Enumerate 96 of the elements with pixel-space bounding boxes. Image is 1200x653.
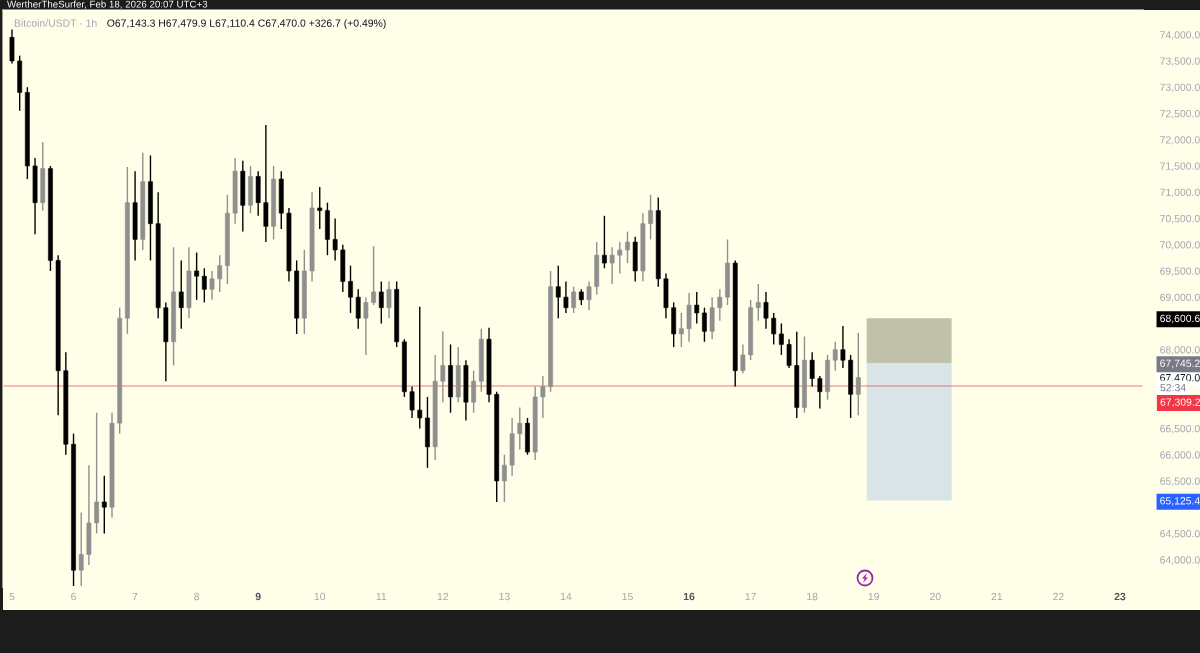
y-tick-label: 71,000.0 <box>1160 188 1200 198</box>
y-tick-label: 72,500.0 <box>1160 109 1200 119</box>
x-tick-label: 7 <box>132 592 138 601</box>
candlestick <box>332 217 338 262</box>
y-tick-label: 70,000.0 <box>1160 241 1200 250</box>
candlestick <box>409 385 415 419</box>
x-tick-label: 19 <box>868 592 880 601</box>
candlestick <box>702 306 707 343</box>
candlestick <box>540 375 546 419</box>
x-tick-label: 16 <box>683 592 695 601</box>
x-tick-label: 13 <box>499 592 510 601</box>
candlestick <box>94 411 100 535</box>
candlestick <box>355 288 361 330</box>
ref-line-label: 67,309.2 <box>1160 398 1200 408</box>
y-tick-label: 73,000.0 <box>1160 83 1200 93</box>
y-tick-label: 70,500.0 <box>1160 214 1200 224</box>
y-tick-label: 68,600.6 <box>1160 314 1200 324</box>
candlestick <box>555 264 561 319</box>
x-tick-label: 22 <box>1053 592 1064 601</box>
candlestick <box>586 280 592 312</box>
candlestick <box>517 406 523 451</box>
x-tick-label: 14 <box>560 592 572 601</box>
candlestick <box>786 338 792 369</box>
candlestick <box>440 330 446 403</box>
y-tick-label: 65,125.4 <box>1160 497 1200 506</box>
candlestick <box>378 280 384 325</box>
candlestick <box>317 186 323 230</box>
candlestick <box>855 332 861 417</box>
candlestick <box>386 280 392 319</box>
y-tick-label: 69,000.0 <box>1160 293 1200 303</box>
candlestick <box>609 246 615 285</box>
x-tick-label: 21 <box>991 592 1003 601</box>
candlestick <box>263 124 269 243</box>
candlestick <box>363 296 369 356</box>
candlestick <box>417 305 423 430</box>
candlestick <box>217 254 223 293</box>
candlestick <box>194 251 200 301</box>
candlestick <box>709 296 715 340</box>
candlestick <box>694 291 700 325</box>
x-tick-label: 20 <box>929 592 941 601</box>
candlestick <box>9 28 15 65</box>
y-tick-label: 66,500.0 <box>1160 424 1200 434</box>
x-tick-label: 11 <box>376 592 387 601</box>
y-tick-label: 64,000.0 <box>1160 556 1200 565</box>
y-tick-label: 67,470.0 <box>1160 374 1200 383</box>
x-tick-label: 8 <box>194 592 200 601</box>
text: Bitcoin/USDT · 1h <box>14 19 97 27</box>
candlestick <box>817 375 823 410</box>
candlestick <box>840 325 846 369</box>
x-tick-label: 17 <box>745 592 756 601</box>
candlestick <box>717 288 723 322</box>
candlestick <box>209 270 215 301</box>
candlestick <box>809 351 815 388</box>
y-tick-label: 74,000.0 <box>1160 31 1200 40</box>
y-tick-label: 69,500.0 <box>1160 267 1200 277</box>
y-tick-label: 68,000.0 <box>1160 346 1200 355</box>
candlestick <box>625 230 630 264</box>
x-tick-label: 12 <box>437 592 449 601</box>
candlestick <box>648 194 653 241</box>
x-tick-label: 10 <box>314 592 326 601</box>
x-tick-label: 23 <box>1114 592 1126 601</box>
y-tick-label: 67,745.2 <box>1160 359 1200 369</box>
candlestick <box>740 343 746 375</box>
candlestick <box>348 264 353 314</box>
candlestick <box>678 312 684 348</box>
candlestick <box>78 511 84 587</box>
y-tick-label: 65,500.0 <box>1160 477 1200 487</box>
y-tick-label: 72,000.0 <box>1160 136 1200 145</box>
text: O67,143.3 H67,479.9 L67,110.4 C67,470.0 +326.7 (+0.49%) <box>107 19 386 29</box>
x-tick-label: 6 <box>71 592 76 601</box>
candlestick <box>101 475 107 535</box>
y-tick-label: 64,500.0 <box>1160 529 1200 539</box>
candlestick <box>178 259 184 330</box>
candlestick <box>686 292 692 343</box>
candlestick <box>617 241 623 275</box>
text: WertherTheSurfer, Feb 18, 2026 20:07 UTC+3 <box>7 0 208 9</box>
candlestick <box>371 245 376 306</box>
candlestick <box>755 283 761 322</box>
text: 52:34 <box>1160 383 1186 392</box>
candlestick <box>778 322 784 356</box>
x-tick-label: 5 <box>9 592 15 601</box>
candlestick <box>201 267 207 304</box>
candlestick <box>571 285 577 314</box>
candlestick <box>763 291 769 330</box>
candlestick <box>563 280 569 314</box>
candlestick <box>602 215 607 270</box>
y-tick-label: 73,500.0 <box>1160 57 1200 67</box>
y-tick-label: 66,000.0 <box>1160 451 1200 460</box>
x-tick-label: 9 <box>255 592 261 601</box>
x-tick-label: 18 <box>807 592 818 601</box>
x-tick-label: 15 <box>622 592 633 601</box>
candlestick <box>832 341 838 372</box>
candlestick <box>471 369 477 414</box>
candlestick <box>502 453 507 503</box>
candlestick <box>771 312 777 346</box>
y-tick-label: 71,500.0 <box>1160 162 1200 172</box>
